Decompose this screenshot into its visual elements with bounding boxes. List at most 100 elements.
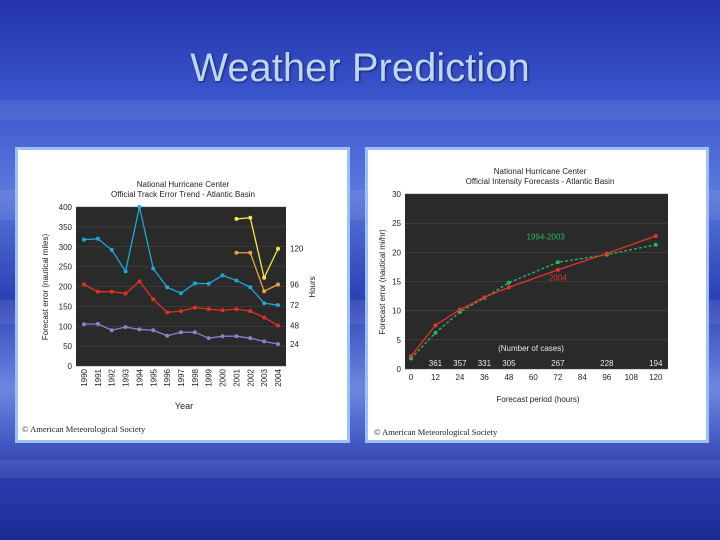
- track-error-chart: National Hurricane Center Official Track…: [22, 180, 317, 434]
- hours-axis-label: Hours: [308, 276, 317, 297]
- x-tick-label: 1990: [80, 368, 89, 386]
- x-tick-label: 48: [504, 373, 513, 382]
- data-point-120h: [276, 246, 280, 251]
- data-point-120h: [248, 215, 253, 220]
- case-count-label: 228: [600, 359, 614, 368]
- data-point-24h: [179, 330, 183, 335]
- slide-title: Weather Prediction: [190, 46, 530, 90]
- data-point-24h: [248, 336, 253, 341]
- x-tick-label: 60: [529, 373, 538, 382]
- data-point-1994-2003: [653, 242, 658, 247]
- data-point-24h: [151, 328, 156, 333]
- data-point-48h: [123, 291, 128, 296]
- y-axis-label: Forecast error (nautical mi/hr): [378, 229, 387, 335]
- data-point-48h: [262, 315, 267, 320]
- data-point-24h: [262, 339, 267, 344]
- data-point-24h: [95, 321, 100, 326]
- series-line-96h: [236, 252, 279, 293]
- y-tick-label: 0: [397, 365, 402, 374]
- x-tick-label: 2002: [246, 368, 255, 386]
- x-tick-label: 72: [553, 373, 562, 382]
- x-tick-label: 120: [649, 373, 663, 382]
- hours-label: 120: [290, 245, 304, 254]
- y-tick-label: 50: [63, 342, 72, 351]
- data-point-48h: [192, 305, 197, 310]
- x-tick-label: 12: [431, 373, 440, 382]
- y-tick-label: 100: [59, 322, 73, 331]
- data-point-2004: [506, 285, 511, 290]
- data-point-120h: [234, 216, 239, 221]
- data-point-48h: [179, 309, 183, 314]
- y-axis-label: Forecast error (nautical miles): [41, 234, 50, 341]
- y-tick-label: 150: [59, 302, 73, 311]
- data-point-24h: [234, 334, 239, 339]
- x-tick-label: 1998: [191, 368, 200, 386]
- series-line-2004: [410, 235, 656, 357]
- x-tick-label: 1993: [122, 368, 131, 386]
- x-tick-label: 1991: [94, 368, 103, 386]
- data-point-24h: [82, 322, 86, 327]
- hours-label: 72: [290, 301, 299, 310]
- data-point-96h: [248, 250, 253, 255]
- y-tick-label: 25: [392, 219, 401, 228]
- data-point-2004: [433, 323, 438, 328]
- series-label-1994-2003: 1994-2003: [526, 233, 565, 242]
- data-point-72h: [179, 291, 183, 296]
- y-tick-label: 30: [392, 190, 401, 199]
- case-count-label: 267: [551, 359, 565, 368]
- data-point-72h: [165, 285, 170, 290]
- case-count-label: 194: [649, 359, 663, 368]
- data-point-72h: [248, 285, 253, 290]
- data-point-2004: [482, 295, 487, 300]
- data-point-120h: [262, 275, 267, 280]
- hours-label: 24: [290, 340, 299, 349]
- x-axis-label: Year: [175, 401, 193, 411]
- data-point-72h: [276, 303, 280, 308]
- data-point-48h: [137, 279, 142, 284]
- y-tick-label: 5: [397, 336, 402, 345]
- data-point-2004: [409, 354, 413, 359]
- data-point-72h: [95, 236, 100, 241]
- x-tick-label: 2004: [274, 368, 283, 386]
- data-point-48h: [82, 282, 86, 287]
- x-tick-label: 84: [578, 373, 587, 382]
- x-tick-label: 24: [455, 373, 464, 382]
- data-point-72h: [82, 237, 86, 242]
- hours-label: 96: [290, 281, 299, 290]
- data-point-24h: [206, 336, 211, 341]
- data-point-1994-2003: [506, 280, 511, 285]
- y-tick-label: 0: [68, 362, 73, 371]
- data-point-24h: [123, 325, 128, 330]
- x-tick-label: 2001: [232, 368, 241, 386]
- data-point-2004: [555, 267, 560, 272]
- y-tick-label: 250: [59, 263, 73, 272]
- data-point-1994-2003: [433, 330, 438, 335]
- data-point-48h: [248, 309, 253, 314]
- y-tick-label: 350: [59, 223, 73, 232]
- data-point-48h: [220, 308, 225, 313]
- chart-subtitle: Official Track Error Trend - Atlantic Ba…: [111, 190, 255, 199]
- case-count-label: 357: [453, 359, 467, 368]
- data-point-24h: [220, 334, 225, 339]
- x-tick-label: 108: [625, 373, 639, 382]
- data-point-72h: [220, 273, 225, 278]
- series-label-2004: 2004: [549, 273, 567, 282]
- data-point-24h: [276, 342, 280, 347]
- data-point-2004: [604, 251, 609, 256]
- chart-title: National Hurricane Center: [494, 167, 587, 176]
- data-point-72h: [137, 205, 142, 209]
- copyright-text: © American Meteorological Society: [374, 427, 498, 437]
- case-count-label: 331: [478, 359, 492, 368]
- data-point-72h: [151, 266, 156, 271]
- data-point-96h: [234, 250, 239, 255]
- x-tick-label: 36: [480, 373, 489, 382]
- intensity-forecast-chart: National Hurricane Center Official Inten…: [374, 167, 668, 437]
- data-point-72h: [234, 278, 239, 283]
- x-tick-label: 2003: [260, 368, 269, 386]
- data-point-72h: [262, 301, 267, 306]
- x-tick-label: 1996: [163, 368, 172, 386]
- data-point-72h: [123, 269, 128, 274]
- data-point-24h: [137, 327, 142, 332]
- data-point-1994-2003: [555, 260, 560, 265]
- x-tick-label: 1999: [205, 368, 214, 386]
